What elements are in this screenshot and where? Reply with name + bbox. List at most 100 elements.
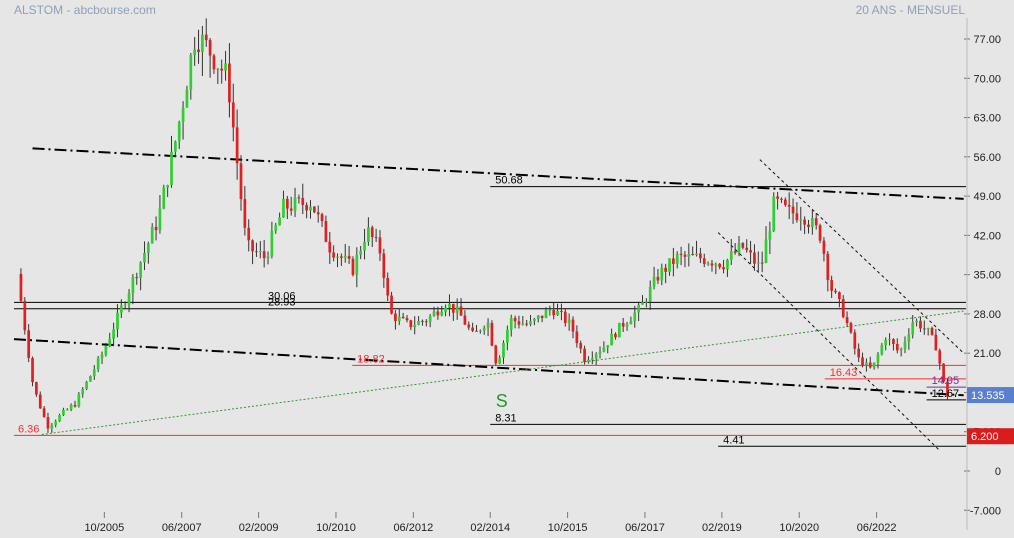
- candle-up: [116, 312, 119, 330]
- level-lines: [14, 186, 966, 447]
- candle-down: [834, 290, 837, 293]
- candle-down: [285, 198, 289, 209]
- candle-up: [521, 323, 525, 325]
- candle-down: [386, 277, 390, 296]
- trend-line: [717, 232, 941, 452]
- trend-line: [13, 338, 964, 397]
- trend-line: [759, 159, 965, 354]
- level-label: 30.06: [268, 290, 296, 302]
- candle-up: [652, 276, 656, 287]
- candle-up: [359, 250, 363, 255]
- candle-up: [872, 362, 876, 368]
- candle-down: [289, 208, 293, 211]
- candle-down: [23, 300, 27, 331]
- candle-up: [123, 304, 127, 306]
- candle-down: [930, 327, 934, 335]
- candle-down: [394, 313, 397, 322]
- candle-up: [216, 68, 220, 70]
- candle-down: [722, 267, 725, 270]
- candle-down: [540, 315, 544, 318]
- candle-down: [571, 319, 575, 332]
- candle-up: [606, 345, 610, 348]
- y-tick-label: 21.00: [973, 348, 1001, 360]
- candle-up: [343, 255, 347, 258]
- candle-up: [498, 357, 502, 364]
- candle-down: [19, 273, 23, 301]
- candle-down: [46, 416, 50, 429]
- candle-down: [614, 333, 617, 338]
- candle-up: [62, 409, 65, 415]
- candle-up: [695, 253, 698, 256]
- candle-down: [745, 247, 749, 251]
- candle-down: [204, 34, 208, 41]
- candle-up: [293, 197, 297, 211]
- candle-up: [548, 310, 552, 312]
- candle-down: [239, 163, 243, 200]
- candle-down: [212, 55, 216, 70]
- candle-down: [471, 327, 474, 331]
- candle-down: [390, 295, 393, 314]
- candle-down: [525, 323, 529, 325]
- candle-down: [741, 243, 745, 248]
- level-label: 16.43: [830, 367, 858, 379]
- candle-up: [104, 346, 108, 355]
- candle-up: [536, 315, 540, 319]
- chart-title: ALSTOM - abcbourse.com: [14, 3, 156, 17]
- candle-up: [266, 256, 270, 259]
- candle-down: [262, 251, 266, 259]
- candle-up: [50, 424, 54, 429]
- candle-up: [617, 322, 621, 338]
- y-tick-label: 35.00: [973, 270, 1001, 282]
- trend-line: [32, 147, 964, 200]
- candle-up: [629, 321, 633, 325]
- candle-down: [776, 196, 779, 199]
- candlesticks: [19, 18, 949, 433]
- y-tick-label: 0: [995, 466, 1001, 478]
- candle-up: [726, 259, 729, 270]
- price-box-label: 6.200: [971, 431, 999, 443]
- candle-down: [699, 253, 702, 259]
- candle-down: [38, 394, 42, 409]
- candle-down: [749, 250, 752, 253]
- candle-down: [347, 255, 351, 259]
- candle-up: [533, 318, 536, 322]
- candle-up: [270, 230, 274, 257]
- candle-up: [486, 322, 490, 328]
- candle-down: [235, 127, 239, 164]
- candle-up: [166, 185, 169, 188]
- candle-up: [687, 254, 691, 257]
- candle-up: [756, 262, 760, 264]
- candle-up: [258, 251, 262, 253]
- candle-down: [672, 258, 675, 265]
- candle-down: [517, 321, 521, 325]
- candle-up: [54, 421, 58, 425]
- candle-up: [675, 253, 679, 265]
- candle-down: [382, 253, 386, 278]
- candle-up: [641, 302, 644, 305]
- candle-up: [610, 333, 613, 346]
- candle-down: [135, 277, 139, 279]
- candle-down: [73, 404, 77, 407]
- candle-down: [922, 328, 926, 330]
- candle-down: [409, 320, 413, 328]
- x-tick-label: 02/2019: [702, 522, 742, 534]
- x-tick-label: 10/2015: [548, 522, 588, 534]
- candle-down: [822, 240, 826, 254]
- candle-up: [529, 321, 532, 325]
- candle-up: [455, 306, 459, 313]
- candle-up: [911, 322, 915, 335]
- candle-up: [181, 107, 185, 123]
- candle-down: [401, 316, 405, 319]
- candle-down: [780, 198, 783, 200]
- candle-up: [544, 310, 548, 318]
- candle-down: [575, 331, 579, 344]
- candle-down: [513, 317, 517, 322]
- candle-up: [567, 319, 571, 324]
- candle-up: [668, 258, 671, 272]
- candle-up: [100, 354, 104, 359]
- candle-down: [247, 227, 251, 241]
- y-tick-label: 70.00: [973, 73, 1001, 85]
- x-tick-label: 06/2012: [393, 522, 433, 534]
